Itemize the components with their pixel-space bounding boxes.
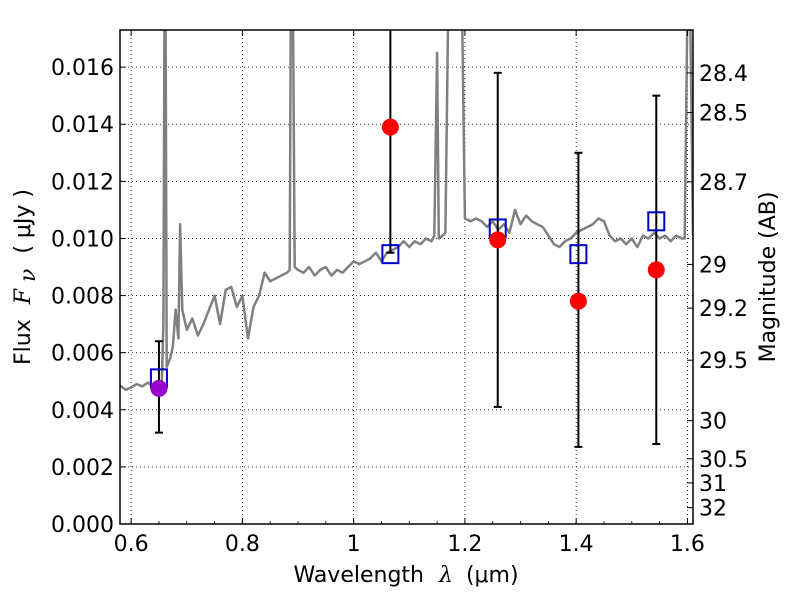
x-tick-label: 0.8 [225,532,260,557]
y-tick-label: 0.016 [51,56,114,81]
right-tick-label: 28.4 [699,62,748,87]
spectrum-line [120,30,693,392]
right-tick-label: 31 [699,472,727,497]
marker-layer [149,118,666,397]
observed-flux-point [381,118,399,136]
x-axis-label: Wavelength λ (μm) [293,563,518,588]
right-tick-label: 30.5 [699,448,748,473]
y-tick-label: 0.008 [51,285,114,310]
right-tick-label: 29 [699,253,727,278]
y-axis-label-subscript: ν [16,269,41,282]
plot-frame [119,29,694,525]
y-tick-label: 0.002 [51,456,114,481]
observed-flux-point [569,292,587,310]
y-tick-label: 0.004 [51,399,114,424]
y-tick-label: 0.010 [51,227,114,252]
series-layer [120,30,693,392]
y-axis-label-symbol: F [11,288,36,305]
x-axis-label-prefix: Wavelength [293,563,424,588]
y-tick-label: 0.006 [51,342,114,367]
x-tick-label: 1 [347,532,361,557]
right-tick-label: 28.7 [699,171,748,196]
grid-lines [120,30,693,525]
observed-flux-point [150,379,168,397]
right-tick-label: 29.5 [699,349,748,374]
x-axis-label-unit: (μm) [466,563,519,588]
y-tick-label: 0.014 [51,113,114,138]
observed-flux-point [647,261,665,279]
right-tick-label: 32 [699,497,727,522]
axis-ticks: 0.6 0.8 1 1.2 1.4 1.6 0.000 0.002 0.004 0.006 0.00… [51,30,748,557]
y-tick-label: 0.000 [51,513,114,538]
y-axis-label-prefix: Flux [11,319,36,365]
y-axis-label: Flux F ν ( μJy ) [11,189,41,365]
model-flux-square [647,211,666,232]
right-tick-label: 30 [699,410,727,435]
x-tick-label: 0.6 [114,532,149,557]
right-tick-label: 29.2 [699,297,748,322]
x-tick-label: 1.6 [670,532,705,557]
model-flux-square [569,244,588,265]
x-tick-label: 1.4 [559,532,594,557]
right-axis-label: Magnitude (AB) [756,192,781,363]
model-flux-square [381,244,400,265]
x-tick-label: 1.2 [447,532,482,557]
y-axis-label-unit: ( μJy ) [11,189,36,254]
observed-flux-point [489,231,507,249]
y-tick-label: 0.012 [51,170,114,195]
right-tick-label: 28.5 [699,102,748,127]
x-axis-label-symbol: λ [438,563,453,588]
